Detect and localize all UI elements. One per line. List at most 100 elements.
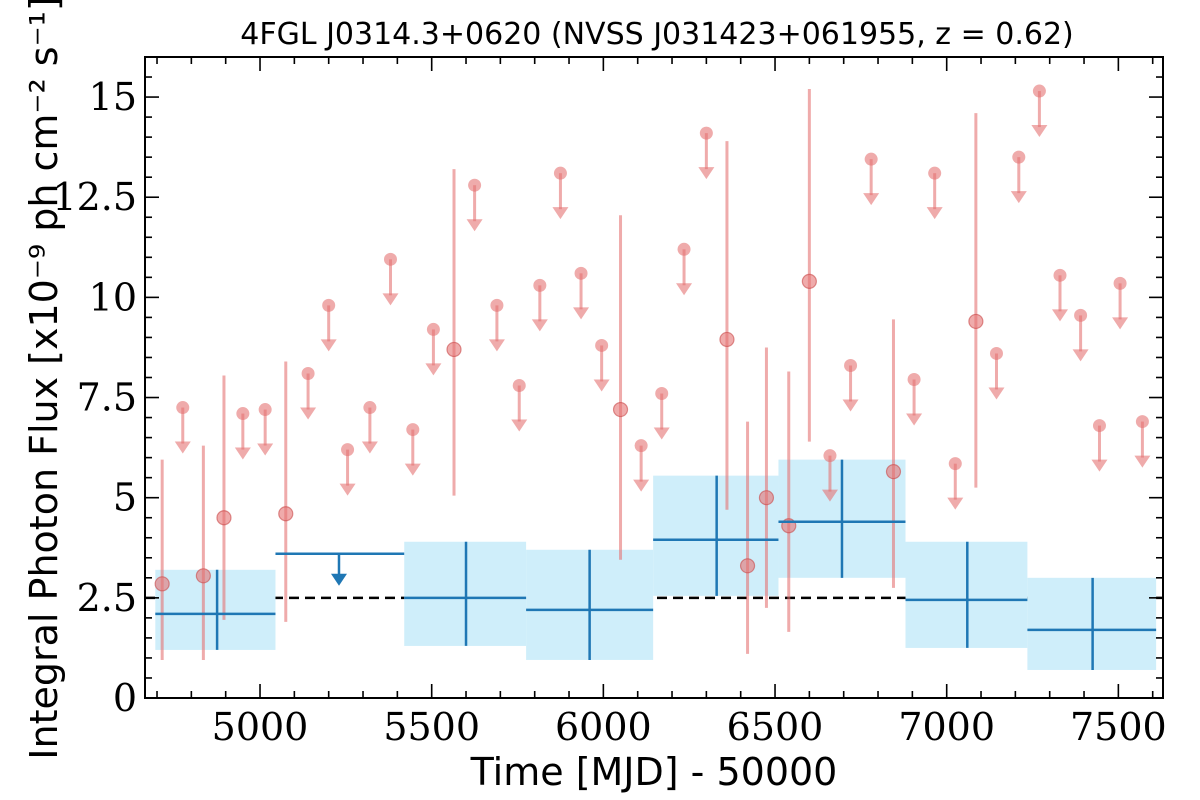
short-bin-point <box>446 169 462 496</box>
short-bin-point <box>719 141 735 510</box>
short-bin-point <box>758 347 775 608</box>
upper-limit-marker <box>406 423 420 437</box>
upper-limit-arrow <box>1051 309 1068 322</box>
short-bin-point <box>885 319 902 588</box>
short-bin-upper-limit <box>821 449 838 502</box>
short-bin-layer <box>154 84 1151 660</box>
upper-limit-arrow <box>863 193 880 206</box>
upper-limit-marker <box>322 298 336 312</box>
short-bin-upper-limit <box>926 166 943 220</box>
short-bin-point <box>216 375 232 620</box>
upper-limit-marker <box>236 407 250 421</box>
upper-limit-marker <box>907 373 921 387</box>
upper-limit-marker <box>928 166 942 180</box>
upper-limit-marker <box>1113 276 1127 290</box>
long-bin-point <box>155 569 276 650</box>
long-bin-point <box>778 459 906 578</box>
short-bin-upper-limit <box>488 298 505 352</box>
upper-limit-arrow <box>320 339 337 352</box>
short-bin-upper-limit <box>1010 150 1027 204</box>
upper-limit-arrow <box>1010 191 1027 204</box>
short-bin-upper-limit <box>531 278 548 332</box>
upper-limit-arrow <box>425 363 442 376</box>
short-bin-upper-limit <box>552 166 569 220</box>
upper-limit-marker <box>574 266 588 280</box>
long-bin-point <box>1027 577 1157 670</box>
upper-limit-marker <box>989 346 1003 360</box>
upper-limit-arrow <box>698 167 715 180</box>
upper-limit-marker <box>634 439 648 453</box>
short-bin-upper-limit <box>863 152 880 206</box>
upper-limit-arrow <box>511 419 528 432</box>
short-bin-upper-limit <box>1072 308 1089 362</box>
y-tick-label: 7.5 <box>77 376 137 420</box>
long-bin-layer <box>155 459 1157 670</box>
upper-limit-marker <box>426 322 440 336</box>
upper-limit-arrow <box>466 219 483 232</box>
short-bin-upper-limit <box>573 266 590 320</box>
x-tick-label: 6000 <box>555 705 652 749</box>
short-bin-upper-limit <box>511 379 528 432</box>
upper-limit-marker <box>1053 268 1067 282</box>
upper-limit-marker <box>490 298 504 312</box>
upper-limit-arrow <box>1072 349 1089 362</box>
upper-limit-marker <box>533 278 547 292</box>
long-bin-band <box>155 569 276 650</box>
long-bin-point <box>653 475 779 596</box>
upper-limit-arrow <box>1134 455 1151 468</box>
upper-limit-marker <box>1032 84 1046 98</box>
upper-limit-marker <box>512 379 526 393</box>
upper-limit-marker <box>363 401 377 415</box>
long-bin-band-layer <box>155 459 1157 670</box>
upper-limit-arrow <box>573 307 590 320</box>
short-bin-upper-limit <box>1031 84 1048 138</box>
upper-limit-marker <box>341 443 355 457</box>
upper-limit-arrow <box>404 463 421 476</box>
upper-limit-arrow <box>361 441 378 454</box>
short-bin-point <box>278 361 294 622</box>
short-bin-marker <box>739 558 756 574</box>
short-bin-point <box>801 89 817 442</box>
upper-limit-marker <box>1074 308 1088 322</box>
upper-limit-marker <box>1135 415 1149 429</box>
short-bin-upper-limit <box>339 443 356 496</box>
short-bin-upper-limit <box>300 366 317 420</box>
y-tick-label: 10 <box>89 275 137 319</box>
short-bin-marker <box>758 490 775 506</box>
short-bin-point <box>968 113 984 488</box>
x-tick-label: 5000 <box>212 705 309 749</box>
upper-limit-arrow <box>988 387 1005 400</box>
upper-limit-arrow <box>906 413 923 426</box>
short-bin-upper-limit <box>234 407 251 460</box>
upper-limit-marker <box>864 152 878 166</box>
short-bin-upper-limit <box>906 373 923 426</box>
short-bin-point <box>154 459 170 660</box>
upper-limit-arrow <box>382 293 399 306</box>
upper-limit-marker <box>948 457 962 471</box>
upper-limit-arrow <box>174 441 191 454</box>
short-bin-upper-limit <box>320 298 337 352</box>
upper-limit-arrow <box>234 447 251 460</box>
short-bin-upper-limit <box>653 387 670 440</box>
short-bin-marker <box>612 401 629 418</box>
upper-limit-arrow <box>300 407 317 420</box>
upper-limit-marker <box>595 338 609 352</box>
short-bin-upper-limit <box>1091 419 1108 472</box>
short-bin-upper-limit <box>174 401 191 454</box>
upper-limit-arrow <box>821 489 838 502</box>
upper-limit-arrow <box>676 283 693 296</box>
short-bin-upper-limit <box>1134 415 1151 468</box>
short-bin-upper-limit <box>842 358 859 412</box>
short-bin-upper-limit <box>947 457 964 510</box>
short-bin-marker <box>885 464 902 480</box>
upper-limit-arrow <box>531 319 548 332</box>
upper-limit-arrow <box>926 207 943 220</box>
upper-limit-arrow <box>653 427 670 440</box>
upper-limit-arrow <box>339 483 356 496</box>
upper-limit-arrow <box>488 339 505 352</box>
upper-limit-marker <box>468 178 482 192</box>
upper-limit-marker <box>553 166 567 180</box>
upper-limit-marker <box>844 358 858 372</box>
upper-limit-marker <box>1092 419 1106 433</box>
